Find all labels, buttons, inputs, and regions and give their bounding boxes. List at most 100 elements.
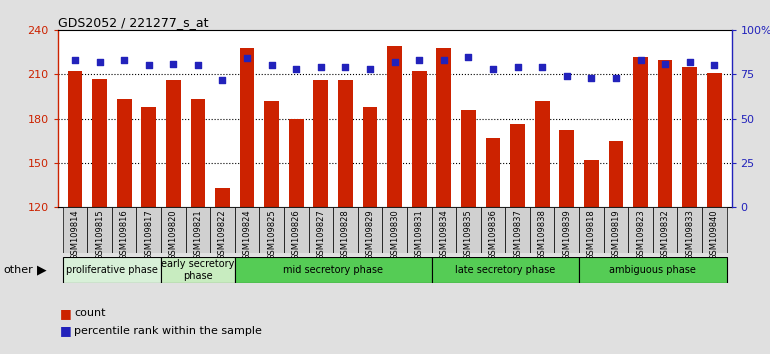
Point	[93, 59, 105, 65]
Bar	[407, 207, 431, 253]
Bar	[142, 107, 156, 207]
Text: GSM109838: GSM109838	[537, 210, 547, 260]
Text: GDS2052 / 221277_s_at: GDS2052 / 221277_s_at	[58, 16, 208, 29]
Bar	[387, 46, 402, 207]
Bar	[707, 73, 721, 207]
Bar	[383, 207, 407, 253]
Bar	[161, 257, 235, 283]
Point	[708, 63, 721, 68]
Bar	[653, 207, 678, 253]
Bar	[431, 207, 456, 253]
Bar	[511, 125, 525, 207]
Text: GSM109840: GSM109840	[710, 210, 718, 260]
Point	[241, 56, 253, 61]
Point	[340, 64, 352, 70]
Bar	[480, 207, 505, 253]
Text: GSM109835: GSM109835	[464, 210, 473, 260]
Text: percentile rank within the sample: percentile rank within the sample	[74, 326, 262, 336]
Bar	[579, 257, 727, 283]
Point	[364, 66, 377, 72]
Text: early secretory
phase: early secretory phase	[161, 259, 235, 281]
Text: GSM109839: GSM109839	[562, 210, 571, 260]
Point	[413, 57, 425, 63]
Text: GSM109829: GSM109829	[366, 210, 374, 260]
Bar	[186, 207, 210, 253]
Bar	[658, 59, 672, 207]
Text: mid secretory phase: mid secretory phase	[283, 265, 383, 275]
Bar	[235, 257, 431, 283]
Bar	[68, 72, 82, 207]
Bar	[486, 138, 500, 207]
Bar	[136, 207, 161, 253]
Bar	[239, 48, 254, 207]
Bar	[62, 207, 87, 253]
Bar	[678, 207, 702, 253]
Point	[388, 59, 400, 65]
Text: GSM109815: GSM109815	[95, 210, 104, 260]
Bar	[259, 207, 284, 253]
Bar	[235, 207, 259, 253]
Text: GSM109823: GSM109823	[636, 210, 645, 260]
Text: late secretory phase: late secretory phase	[455, 265, 555, 275]
Bar	[456, 207, 480, 253]
Text: GSM109818: GSM109818	[587, 210, 596, 260]
Point	[437, 57, 450, 63]
Text: ▶: ▶	[37, 263, 46, 276]
Point	[561, 73, 573, 79]
Bar	[505, 207, 530, 253]
Bar	[584, 160, 599, 207]
Text: GSM109831: GSM109831	[415, 210, 424, 260]
Bar	[608, 141, 623, 207]
Bar	[363, 107, 377, 207]
Bar	[333, 207, 358, 253]
Text: GSM109837: GSM109837	[513, 210, 522, 260]
Bar	[338, 80, 353, 207]
Point	[118, 57, 130, 63]
Text: GSM109832: GSM109832	[661, 210, 670, 260]
Bar	[431, 257, 579, 283]
Point	[610, 75, 622, 81]
Bar	[702, 207, 727, 253]
Point	[192, 63, 204, 68]
Text: GSM109820: GSM109820	[169, 210, 178, 260]
Bar	[284, 207, 309, 253]
Point	[585, 75, 598, 81]
Text: GSM109817: GSM109817	[144, 210, 153, 260]
Bar	[62, 257, 161, 283]
Bar	[210, 207, 235, 253]
Point	[511, 64, 524, 70]
Point	[167, 61, 179, 67]
Bar	[579, 207, 604, 253]
Text: GSM109825: GSM109825	[267, 210, 276, 260]
Bar	[264, 101, 279, 207]
Text: GSM109814: GSM109814	[71, 210, 79, 260]
Point	[266, 63, 278, 68]
Bar	[682, 67, 697, 207]
Text: ■: ■	[60, 325, 72, 337]
Bar	[289, 119, 303, 207]
Bar	[87, 207, 112, 253]
Text: GSM109828: GSM109828	[341, 210, 350, 260]
Text: ■: ■	[60, 307, 72, 320]
Text: ambiguous phase: ambiguous phase	[609, 265, 696, 275]
Bar	[358, 207, 383, 253]
Bar	[117, 99, 132, 207]
Bar	[215, 188, 230, 207]
Bar	[92, 79, 107, 207]
Bar	[309, 207, 333, 253]
Bar	[559, 130, 574, 207]
Bar	[437, 48, 451, 207]
Bar	[112, 207, 136, 253]
Text: GSM109833: GSM109833	[685, 210, 695, 260]
Text: GSM109819: GSM109819	[611, 210, 621, 260]
Text: GSM109827: GSM109827	[316, 210, 326, 260]
Bar	[166, 80, 181, 207]
Bar	[161, 207, 186, 253]
Point	[536, 64, 548, 70]
Bar	[461, 110, 476, 207]
Text: GSM109816: GSM109816	[119, 210, 129, 260]
Text: GSM109822: GSM109822	[218, 210, 227, 260]
Point	[684, 59, 696, 65]
Point	[462, 54, 474, 59]
Text: GSM109830: GSM109830	[390, 210, 399, 260]
